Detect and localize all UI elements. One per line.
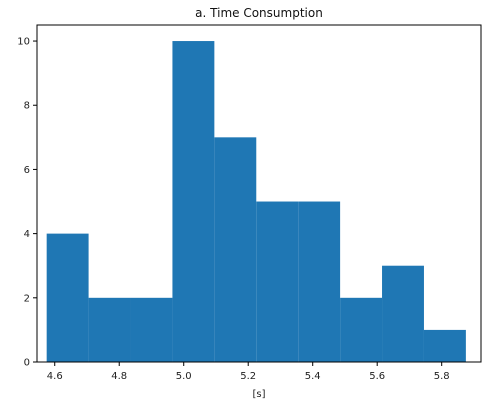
x-axis-ticks: 4.6 4.8 5.0 5.2 5.4 5.6 5.8 xyxy=(47,362,450,382)
y-tick-label-0: 0 xyxy=(24,358,30,369)
histogram-bar-3 xyxy=(130,297,173,362)
plot-frame xyxy=(36,24,482,363)
x-axis-label: [s] xyxy=(252,389,265,400)
histogram-bar-10 xyxy=(423,329,466,362)
x-tick-label-4.8: 4.8 xyxy=(111,371,127,382)
x-tick-label-5.2: 5.2 xyxy=(240,371,256,382)
histogram-bars xyxy=(46,41,466,363)
histogram-bar-9 xyxy=(382,265,424,362)
histogram-bar-2 xyxy=(88,297,131,362)
x-tick-label-5.0: 5.0 xyxy=(176,371,192,382)
histogram-bar-4 xyxy=(172,41,215,363)
histogram-bar-8 xyxy=(340,297,383,362)
y-tick-label-10: 10 xyxy=(17,37,30,48)
x-tick-label-5.6: 5.6 xyxy=(369,371,385,382)
y-tick-label-2: 2 xyxy=(24,293,30,304)
y-tick-label-6: 6 xyxy=(24,165,30,176)
x-tick-label-4.6: 4.6 xyxy=(47,371,63,382)
chart-title: a. Time Consumption xyxy=(195,6,323,20)
histogram-bar-6 xyxy=(256,201,299,362)
x-tick-label-5.4: 5.4 xyxy=(305,371,321,382)
y-axis-ticks: 0 2 4 6 8 10 xyxy=(17,37,37,369)
histogram-bar-1 xyxy=(46,233,89,362)
x-tick-label-5.8: 5.8 xyxy=(434,371,450,382)
y-tick-label-8: 8 xyxy=(24,101,30,112)
y-tick-label-4: 4 xyxy=(24,229,30,240)
histogram-bar-5 xyxy=(214,137,257,362)
histogram-bar-7 xyxy=(298,201,341,362)
